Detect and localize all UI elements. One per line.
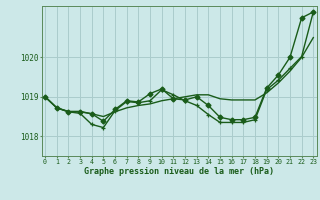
X-axis label: Graphe pression niveau de la mer (hPa): Graphe pression niveau de la mer (hPa)	[84, 167, 274, 176]
